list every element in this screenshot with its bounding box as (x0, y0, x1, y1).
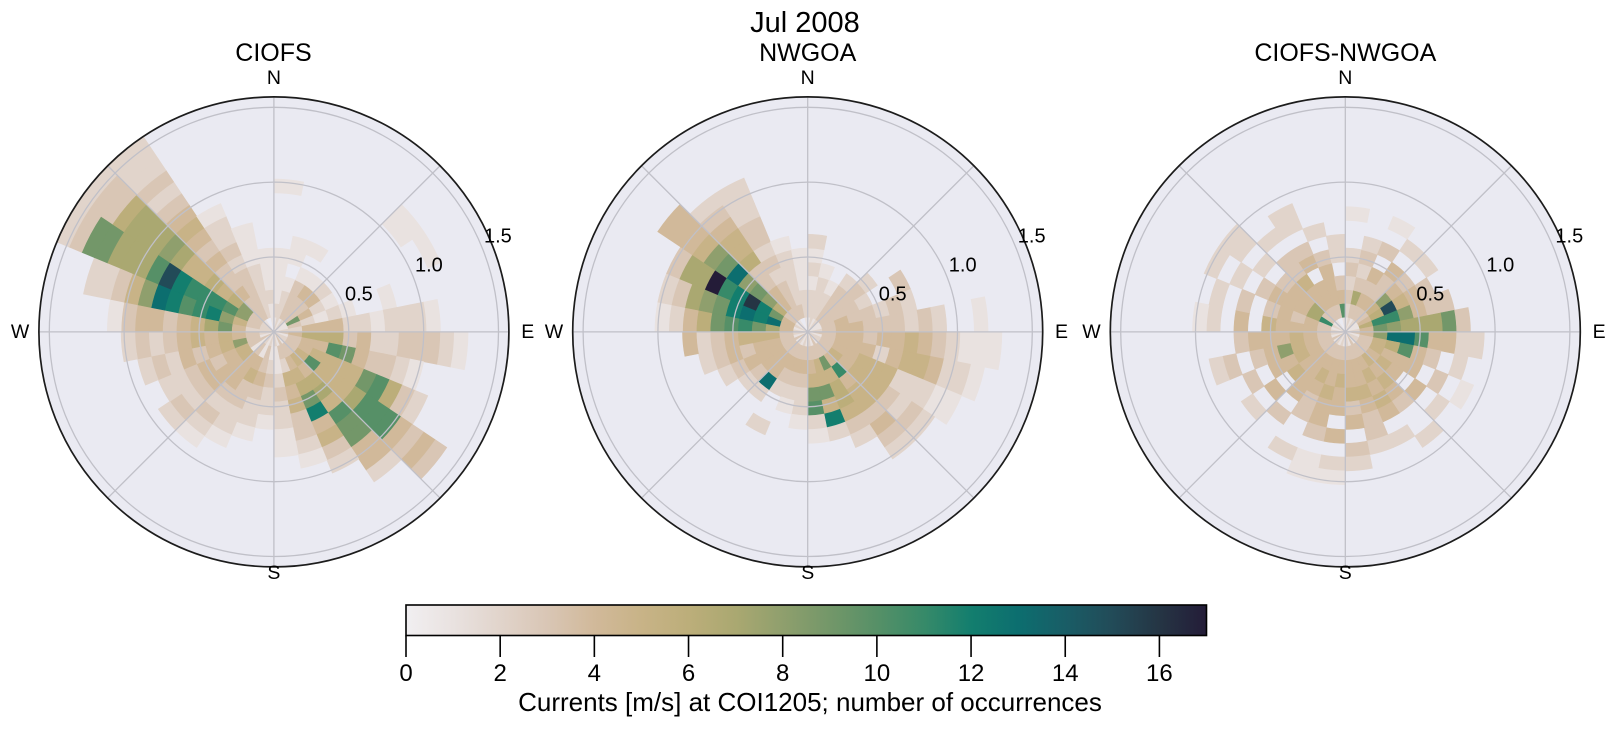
svg-text:S: S (267, 562, 280, 584)
svg-text:1.5: 1.5 (1018, 225, 1046, 247)
svg-text:1.0: 1.0 (949, 254, 977, 276)
svg-text:E: E (521, 321, 534, 343)
svg-text:2: 2 (494, 660, 507, 687)
svg-text:4: 4 (588, 660, 601, 687)
svg-text:0.5: 0.5 (1416, 283, 1444, 305)
svg-text:16: 16 (1146, 660, 1173, 687)
svg-text:W: W (11, 321, 30, 343)
svg-text:W: W (1082, 321, 1101, 343)
svg-text:8: 8 (776, 660, 789, 687)
svg-text:S: S (1339, 562, 1352, 584)
svg-text:12: 12 (958, 660, 985, 687)
svg-text:0.5: 0.5 (879, 283, 907, 305)
svg-text:N: N (801, 67, 815, 89)
svg-text:W: W (545, 321, 564, 343)
svg-text:CIOFS-NWGOA: CIOFS-NWGOA (1254, 39, 1436, 67)
svg-text:N: N (1338, 67, 1352, 89)
svg-text:CIOFS: CIOFS (235, 39, 311, 67)
svg-text:S: S (801, 562, 814, 584)
svg-text:Jul 2008: Jul 2008 (750, 7, 860, 39)
svg-text:1.0: 1.0 (1486, 254, 1514, 276)
svg-text:14: 14 (1052, 660, 1079, 687)
svg-text:1.5: 1.5 (1555, 225, 1583, 247)
svg-text:10: 10 (864, 660, 891, 687)
svg-text:E: E (1055, 321, 1068, 343)
svg-text:0: 0 (399, 660, 412, 687)
svg-text:N: N (267, 67, 281, 89)
svg-text:0.5: 0.5 (345, 283, 373, 305)
svg-text:1.5: 1.5 (484, 225, 512, 247)
svg-text:E: E (1593, 321, 1606, 343)
svg-text:1.0: 1.0 (415, 254, 443, 276)
svg-text:6: 6 (682, 660, 695, 687)
svg-text:Currents [m/s] at COI1205; num: Currents [m/s] at COI1205; number of occ… (518, 687, 1102, 717)
svg-text:NWGOA: NWGOA (759, 39, 857, 67)
